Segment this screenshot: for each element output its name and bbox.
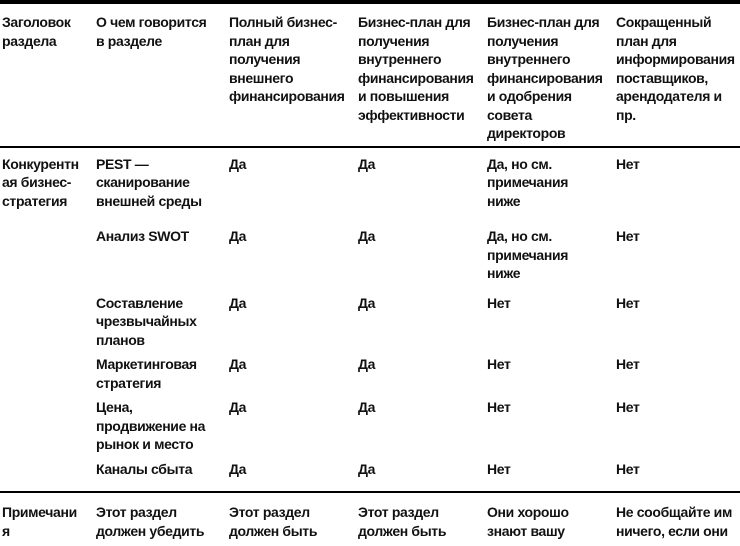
value-cell-2: Да, но см. примечания ниже <box>487 155 569 209</box>
topic-cell: Цена, продвижение на рынок и место <box>96 399 206 452</box>
value-cell-1: Да <box>358 294 376 311</box>
value-cell-2: Да, но см. примечания ниже <box>487 228 569 281</box>
column-header-2: Полный бизнес-план для получения внешнег… <box>229 14 345 104</box>
topic-cell: Каналы сбыта <box>96 460 193 477</box>
value-cell-3: Не сообщайте им ничего, если они сами не… <box>616 504 732 546</box>
value-cell-1: Этот раздел должен быть очень подробным … <box>358 504 447 546</box>
value-cell-0: Да <box>229 294 247 311</box>
value-cell-3: Нет <box>616 356 640 372</box>
topic-cell: Составление чрезвычайных планов <box>96 294 197 348</box>
value-cell-3: Нет <box>616 294 640 311</box>
value-cell-0: Да <box>229 399 247 415</box>
section-heading-cell: Конкурентная бизнес-стратегия <box>2 155 79 209</box>
value-cell-1: Да <box>358 356 376 372</box>
value-cell-0: Этот раздел должен быть очень подробным … <box>229 504 318 546</box>
value-cell-0: Да <box>229 228 247 244</box>
table-row: Маркетинговая стратегия Да Да Нет Нет <box>0 355 740 392</box>
table-row: Примечания Этот раздел должен убедить чит… <box>0 503 740 546</box>
table-row: Анализ SWOT Да Да Да, но см. примечания ниж… <box>0 227 740 283</box>
column-header-4: Бизнес-план для получения внутреннего фи… <box>487 14 603 141</box>
section-0: Конкурентная бизнес-стратегия PEST — скан… <box>0 148 740 479</box>
column-header-3: Бизнес-план для получения внутреннего фи… <box>358 14 474 123</box>
value-cell-2: Нет <box>487 356 511 372</box>
value-cell-0: Да <box>229 460 247 477</box>
value-cell-2: Нет <box>487 399 511 415</box>
header-divider-rule <box>0 145 740 148</box>
section-1: Примечания Этот раздел должен убедить чит… <box>0 493 740 546</box>
table-row: Составление чрезвычайных планов Да Да Нет Не… <box>0 294 740 350</box>
value-cell-3: Нет <box>616 228 640 244</box>
value-cell-1: Да <box>358 155 376 172</box>
table-body: Конкурентная бизнес-стратегия PEST — скан… <box>0 148 740 546</box>
value-cell-2: Нет <box>487 294 511 311</box>
column-header-0: Заголовок раздела <box>2 14 71 49</box>
section-heading-cell: Примечания <box>2 504 77 539</box>
column-header-5: Сокращенный план для информирования пост… <box>616 14 735 123</box>
value-cell-3: Нет <box>616 460 640 477</box>
section-divider-rule <box>0 491 740 493</box>
column-header-1: О чем говорится в разделе <box>96 14 207 49</box>
value-cell-1: Да <box>358 228 376 244</box>
value-cell-2: Нет <box>487 460 511 477</box>
table-header-row: Заголовок раздела О чем говорится в разде… <box>0 4 740 146</box>
topic-cell: Маркетинговая стратегия <box>96 356 197 391</box>
table-row: Конкурентная бизнес-стратегия PEST — скан… <box>0 155 740 211</box>
value-cell-1: Да <box>358 460 376 477</box>
value-cell-3: Нет <box>616 155 640 172</box>
value-cell-2: Они хорошо знают вашу компанию, поэтому … <box>487 504 569 546</box>
value-cell-0: Да <box>229 155 247 172</box>
topic-cell: Этот раздел должен убедить читателя, что… <box>96 504 209 546</box>
value-cell-1: Да <box>358 399 376 415</box>
value-cell-0: Да <box>229 356 247 372</box>
table-row: Цена, продвижение на рынок и место Да Да Не… <box>0 398 740 454</box>
topic-cell: Анализ SWOT <box>96 228 189 244</box>
value-cell-3: Нет <box>616 399 640 415</box>
table-row: Каналы сбыта Да Да Нет Нет <box>0 460 740 479</box>
top-border-rule <box>0 0 740 4</box>
topic-cell: PEST — сканирование внешней среды <box>96 155 202 209</box>
